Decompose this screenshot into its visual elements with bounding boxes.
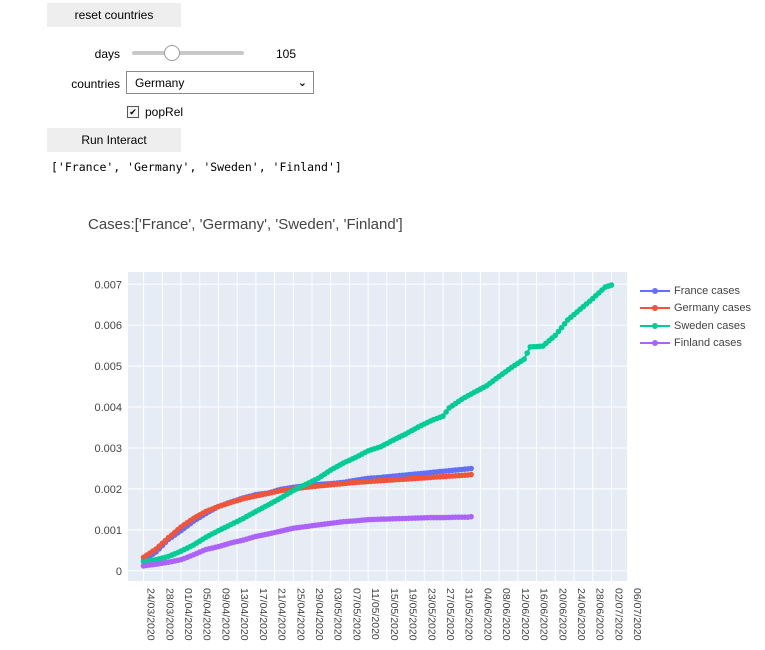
y-tick-label: 0.001 — [94, 525, 122, 537]
countries-label: countries — [71, 77, 120, 91]
x-tick-label: 16/06/2020 — [538, 588, 550, 641]
plot-background — [128, 272, 627, 581]
legend-item[interactable]: Finland cases — [640, 335, 751, 353]
x-tick-label: 04/06/2020 — [481, 588, 493, 641]
legend-swatch — [640, 321, 670, 331]
x-tick-label: 28/06/2020 — [594, 588, 606, 641]
data-point — [521, 356, 527, 363]
x-tick-label: 03/05/2020 — [332, 588, 344, 641]
data-point — [558, 324, 565, 331]
days-label: days — [94, 47, 120, 61]
x-tick-label: 20/06/2020 — [556, 588, 568, 641]
x-tick-label: 09/04/2020 — [219, 588, 231, 641]
x-tick-label: 24/06/2020 — [575, 588, 587, 641]
data-point — [468, 513, 474, 520]
output-text: ['France', 'Germany', 'Sweden', 'Finland… — [51, 160, 342, 174]
legend-label: Germany cases — [674, 302, 752, 315]
data-point — [443, 409, 449, 415]
y-tick-label: 0.004 — [94, 402, 122, 414]
x-tick-label: 12/06/2020 — [519, 588, 531, 641]
countries-select[interactable]: Germany ⌄ — [126, 71, 314, 94]
x-tick-label: 19/05/2020 — [407, 588, 419, 641]
reset-countries-button[interactable]: reset countries — [47, 3, 181, 27]
data-point — [555, 328, 562, 335]
poprel-label: popRel — [145, 105, 184, 119]
legend-item[interactable]: Germany cases — [640, 300, 751, 318]
x-tick-label: 24/03/2020 — [145, 588, 157, 641]
legend-label: Sweden cases — [674, 319, 746, 332]
legend-item[interactable]: Sweden cases — [640, 317, 751, 335]
data-point — [524, 350, 530, 356]
y-tick-label: 0.007 — [94, 279, 122, 291]
legend-swatch — [640, 303, 670, 313]
data-point — [561, 321, 568, 327]
x-tick-label: 02/07/2020 — [612, 588, 624, 641]
data-point — [440, 413, 446, 419]
days-slider-track[interactable] — [132, 51, 244, 55]
x-tick-label: 27/05/2020 — [444, 588, 456, 641]
x-tick-label: 11/05/2020 — [369, 588, 381, 640]
legend-swatch — [640, 338, 670, 348]
data-point — [552, 332, 559, 339]
x-tick-label: 28/03/2020 — [163, 588, 175, 641]
y-tick-label: 0.006 — [94, 320, 122, 332]
chevron-down-icon: ⌄ — [297, 77, 307, 89]
x-tick-label: 06/07/2020 — [631, 588, 643, 641]
chart-title: Cases:['France', 'Germany', 'Sweden', 'F… — [88, 216, 403, 233]
x-tick-label: 21/04/2020 — [276, 588, 288, 641]
data-point — [468, 471, 474, 478]
legend-swatch — [640, 286, 670, 296]
x-tick-label: 15/05/2020 — [388, 588, 400, 641]
y-tick-label: 0.003 — [94, 443, 122, 455]
x-tick-label: 01/04/2020 — [182, 588, 194, 641]
legend-label: Finland cases — [674, 337, 742, 350]
y-tick-label: 0.005 — [94, 361, 122, 373]
days-slider-handle[interactable] — [164, 45, 180, 61]
poprel-checkbox[interactable]: ✔ — [127, 106, 139, 118]
y-tick-label: 0.002 — [94, 484, 122, 496]
legend-label: France cases — [674, 284, 741, 297]
x-tick-label: 25/04/2020 — [294, 588, 306, 641]
y-tick-label: 0 — [116, 566, 122, 578]
x-tick-label: 08/06/2020 — [500, 588, 512, 641]
x-tick-label: 05/04/2020 — [201, 588, 213, 641]
chart-legend[interactable]: France cases Germany cases Sweden cases Fin… — [640, 282, 751, 352]
x-tick-label: 07/05/2020 — [350, 588, 362, 641]
x-tick-label: 23/05/2020 — [425, 588, 437, 641]
data-point — [468, 465, 474, 472]
run-interact-button[interactable]: Run Interact — [47, 128, 181, 152]
x-tick-label: 29/04/2020 — [313, 588, 325, 641]
x-tick-label: 31/05/2020 — [463, 588, 475, 641]
legend-item[interactable]: France cases — [640, 282, 751, 300]
days-value: 105 — [276, 47, 297, 61]
data-point — [608, 282, 615, 288]
x-tick-label: 13/04/2020 — [238, 588, 250, 641]
x-tick-label: 17/04/2020 — [257, 588, 269, 641]
countries-selected-value: Germany — [135, 75, 185, 90]
